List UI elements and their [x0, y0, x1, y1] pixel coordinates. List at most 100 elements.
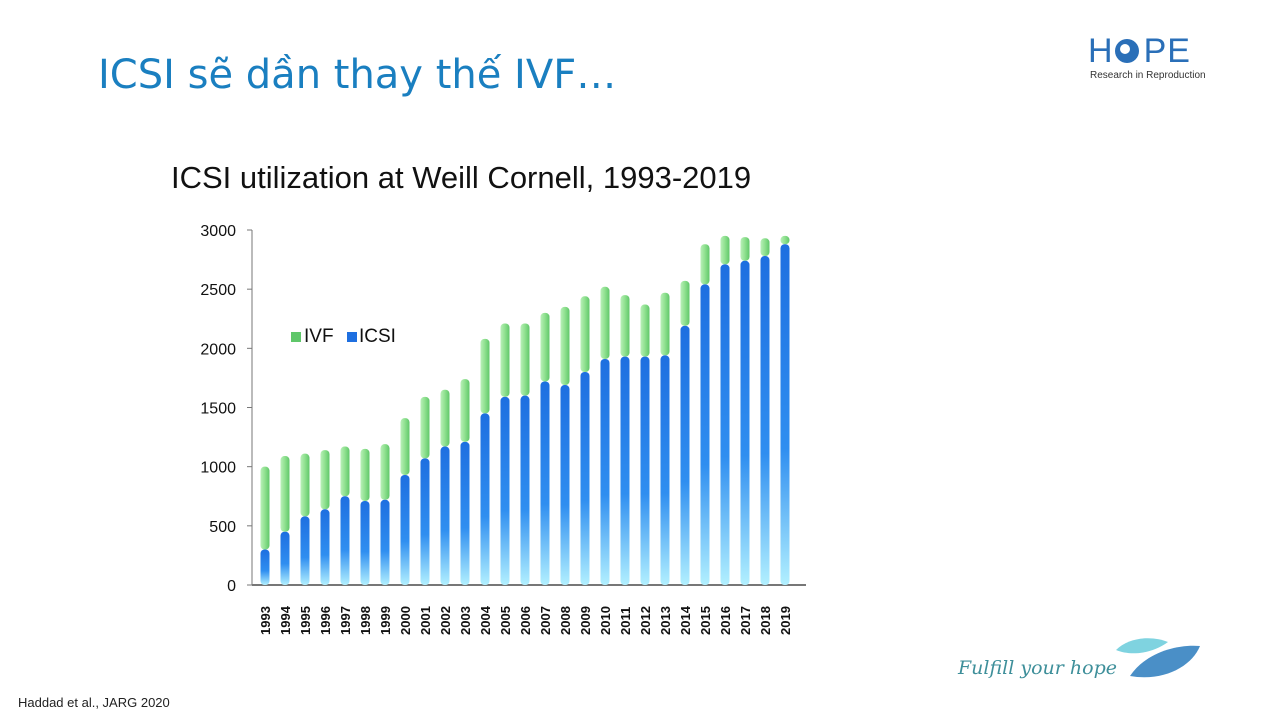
bar-icsi-2004 [480, 413, 490, 585]
tagline: Fulfill your hope [958, 657, 1117, 679]
bar-ivf-2015 [700, 244, 710, 285]
x-tick-label: 1996 [318, 606, 333, 635]
bar-icsi-2010 [600, 358, 610, 585]
bar-ivf-2005 [500, 323, 510, 397]
x-tick-label: 2008 [558, 606, 573, 635]
y-tick-label: 2500 [200, 282, 236, 299]
bar-icsi-2007 [540, 381, 550, 585]
bar-ivf-1993 [260, 466, 270, 550]
x-tick-label: 2019 [778, 606, 793, 635]
bar-ivf-2019 [780, 235, 790, 245]
y-tick-label: 1500 [200, 401, 236, 418]
bar-icsi-1999 [380, 499, 390, 585]
x-axis-labels: 1993 1994 1995 1996 1997 1998 1999 2000 2001 2002… [258, 605, 793, 635]
bar-ivf-2004 [480, 338, 490, 414]
bar-icsi-2013 [660, 355, 670, 585]
bar-icsi-2003 [460, 441, 470, 585]
legend-label-ivf: IVF [304, 326, 334, 347]
y-tick-label: 500 [209, 519, 236, 536]
bar-icsi-2002 [440, 446, 450, 585]
x-tick-label: 1994 [278, 605, 293, 635]
y-tick-label: 3000 [200, 223, 236, 240]
bar-icsi-1998 [360, 500, 370, 585]
logo-letter-h: H [1088, 32, 1114, 70]
x-tick-label: 1997 [338, 606, 353, 635]
bar-icsi-2001 [420, 458, 430, 585]
bar-ivf-2017 [740, 237, 750, 261]
bar-ivf-1995 [300, 453, 310, 517]
bar-ivf-2010 [600, 286, 610, 359]
logo-wordmark: H PE [1088, 34, 1191, 68]
x-tick-label: 2016 [718, 606, 733, 635]
bar-icsi-1997 [340, 496, 350, 585]
bar-icsi-1996 [320, 509, 330, 585]
bar-ivf-2009 [580, 296, 590, 372]
bar-ivf-2008 [560, 306, 570, 386]
bar-ivf-2007 [540, 312, 550, 382]
bar-ivf-1994 [280, 456, 290, 532]
bar-icsi-2016 [720, 264, 730, 585]
eye-icon [1115, 39, 1139, 63]
bar-ivf-1996 [320, 450, 330, 510]
x-tick-label: 2005 [498, 606, 513, 635]
bar-icsi-2014 [680, 325, 690, 585]
bar-ivf-2012 [640, 304, 650, 357]
x-tick-label: 2015 [698, 606, 713, 635]
x-tick-label: 1998 [358, 606, 373, 635]
bar-icsi-2019 [780, 244, 790, 585]
bar-icsi-2008 [560, 385, 570, 585]
legend-swatch-ivf [291, 332, 301, 342]
hope-logo: H PE Research in Reproduction [1088, 34, 1206, 84]
bar-icsi-2017 [740, 260, 750, 585]
chart-bars [260, 235, 790, 585]
x-tick-label: 2011 [618, 607, 633, 635]
x-tick-label: 2013 [658, 606, 673, 635]
y-tick-label: 2000 [200, 341, 236, 358]
bar-icsi-1995 [300, 516, 310, 585]
x-tick-label: 2000 [398, 606, 413, 635]
x-tick-label: 2009 [578, 606, 593, 635]
x-tick-label: 2017 [738, 606, 753, 635]
x-tick-label: 2006 [518, 606, 533, 635]
x-tick-label: 1995 [298, 606, 313, 635]
logo-subtitle: Research in Reproduction [1090, 70, 1206, 81]
bar-ivf-2011 [620, 295, 630, 357]
bar-icsi-1994 [280, 531, 290, 585]
bar-ivf-2003 [460, 379, 470, 442]
x-tick-label: 2014 [678, 605, 693, 635]
bar-icsi-2018 [760, 256, 770, 585]
legend-label-icsi: ICSI [359, 326, 396, 347]
x-tick-label: 1999 [378, 606, 393, 635]
x-tick-label: 2007 [538, 606, 553, 635]
leaf-logo-icon [1116, 638, 1200, 678]
bar-icsi-2000 [400, 474, 410, 585]
bar-ivf-1997 [340, 446, 350, 497]
bar-icsi-1993 [260, 549, 270, 585]
bar-icsi-2011 [620, 356, 630, 585]
y-tick-label: 0 [227, 578, 236, 595]
x-tick-label: 2002 [438, 606, 453, 635]
chart-title: ICSI utilization at Weill Cornell, 1993-… [171, 160, 752, 195]
legend-swatch-icsi [347, 332, 357, 342]
bar-ivf-2000 [400, 418, 410, 475]
bar-ivf-1999 [380, 444, 390, 500]
bar-ivf-2018 [760, 238, 770, 257]
bar-icsi-2005 [500, 396, 510, 585]
bar-ivf-2016 [720, 235, 730, 265]
x-tick-label: 2004 [478, 605, 493, 635]
x-tick-label: 2018 [758, 606, 773, 635]
x-tick-label: 2003 [458, 606, 473, 635]
bar-ivf-2013 [660, 292, 670, 356]
chart-legend: IVF ICSI [291, 326, 396, 347]
bar-icsi-2009 [580, 372, 590, 585]
logo-letters-pe: PE [1143, 32, 1191, 70]
chart-axes: 0 500 1000 1500 2000 2500 3000 [200, 223, 806, 595]
bar-ivf-2006 [520, 323, 530, 396]
bar-icsi-2012 [640, 356, 650, 585]
citation: Haddad et al., JARG 2020 [18, 695, 170, 710]
bar-ivf-1998 [360, 448, 370, 501]
x-tick-label: 1993 [258, 606, 273, 635]
bar-icsi-2015 [700, 284, 710, 585]
bar-ivf-2001 [420, 396, 430, 459]
